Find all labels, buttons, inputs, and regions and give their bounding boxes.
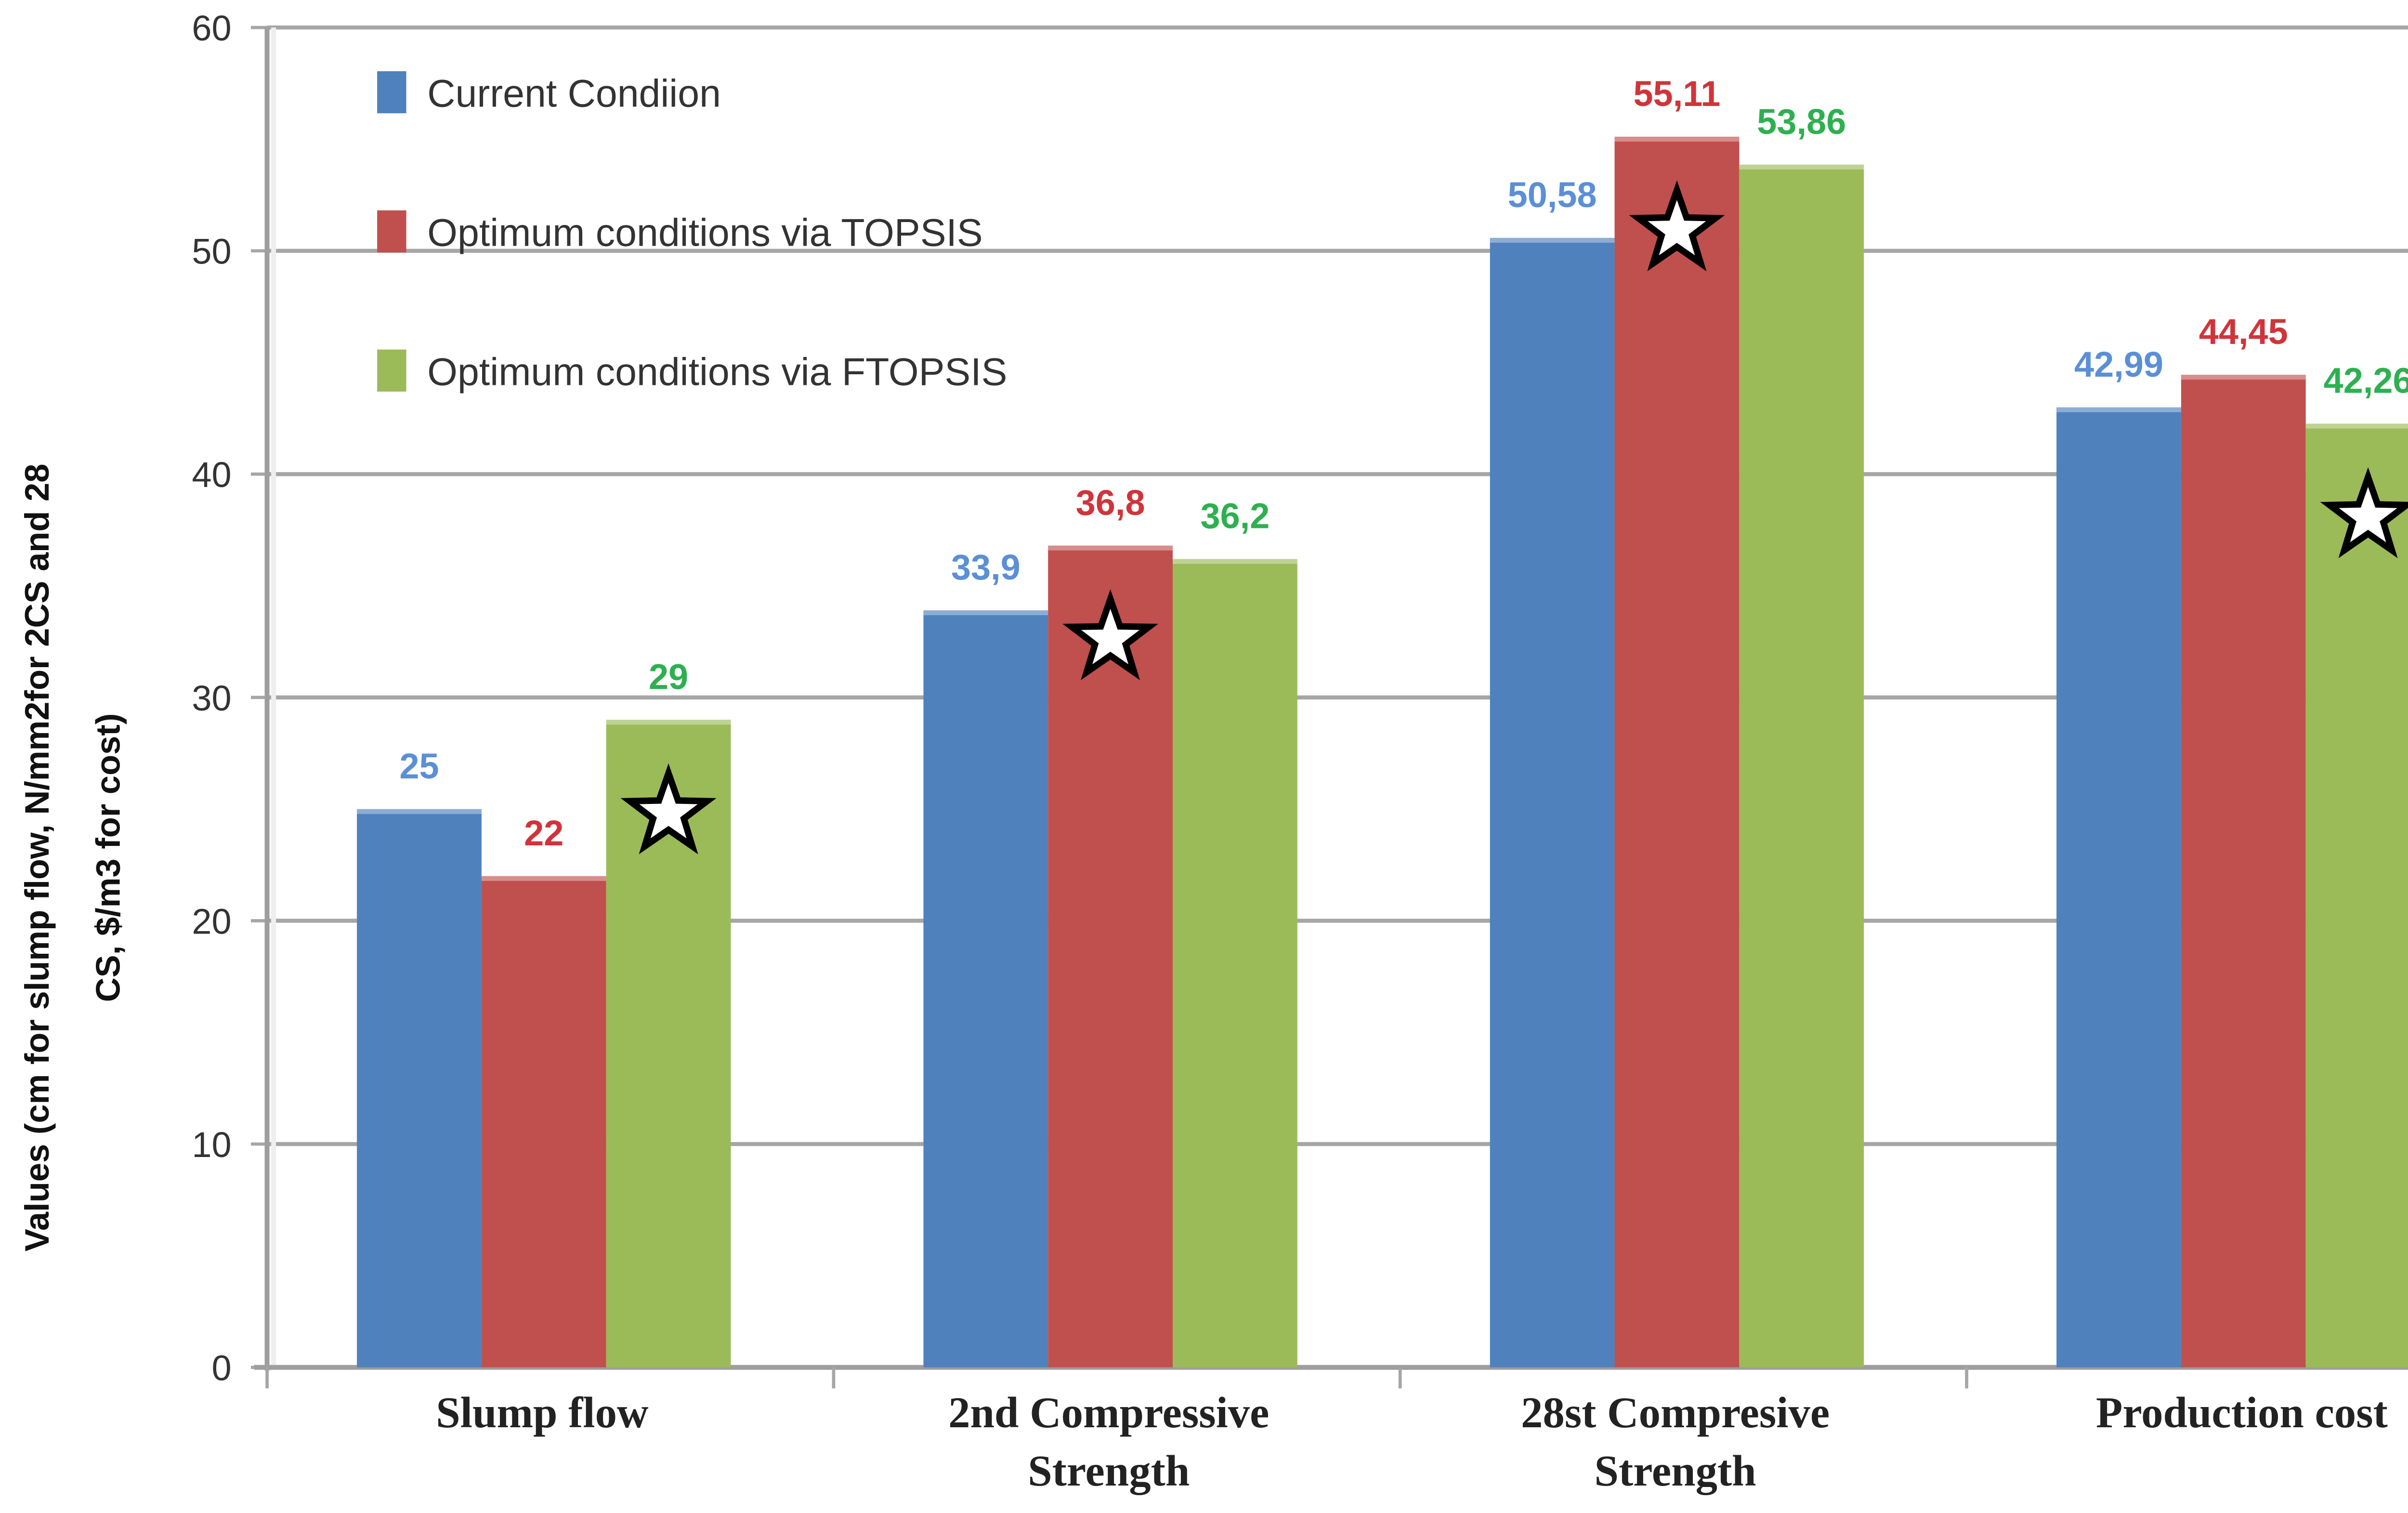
y-tick-label: 30 bbox=[192, 678, 231, 718]
data-label: 42,99 bbox=[2074, 344, 2163, 384]
bar-highlight bbox=[357, 809, 482, 814]
legend-label: Current Condiion bbox=[427, 72, 721, 116]
x-category-labels: Slump flow 2nd Compressive Strength 28st Co… bbox=[436, 1388, 2388, 1495]
bar-highlight bbox=[606, 720, 731, 725]
data-label: 25 bbox=[399, 746, 439, 786]
data-label: 33,9 bbox=[951, 547, 1021, 587]
bar bbox=[481, 876, 606, 1368]
bar-highlight bbox=[2056, 407, 2181, 412]
legend-label: Optimum conditions via TOPSIS bbox=[427, 211, 982, 255]
data-label: 36,2 bbox=[1200, 496, 1269, 536]
bar bbox=[2181, 374, 2306, 1368]
bar bbox=[357, 809, 482, 1368]
x-category-label: Strength bbox=[1595, 1447, 1756, 1495]
x-category-label: 28st Compresive bbox=[1521, 1388, 1830, 1437]
y-tick-label: 0 bbox=[211, 1348, 231, 1388]
y-tick-label: 10 bbox=[192, 1125, 231, 1165]
bar bbox=[1173, 559, 1297, 1368]
bar bbox=[1490, 237, 1615, 1368]
y-tick-label: 20 bbox=[192, 901, 231, 941]
bar-highlight bbox=[1739, 164, 1864, 170]
data-label: 36,8 bbox=[1076, 483, 1145, 523]
data-label: 29 bbox=[649, 657, 688, 697]
data-label: 42,26 bbox=[2324, 361, 2408, 401]
data-label: 44,45 bbox=[2199, 312, 2288, 352]
bar-highlight bbox=[1614, 136, 1740, 142]
y-axis-label: Values (cm for slump flow, N/mm2for 2CS … bbox=[18, 464, 127, 1252]
bar bbox=[2056, 407, 2181, 1368]
x-category-label: Strength bbox=[1028, 1447, 1190, 1495]
bar-highlight bbox=[1490, 237, 1615, 243]
bar-highlight bbox=[2305, 423, 2408, 429]
y-axis-label-line: Values (cm for slump flow, N/mm2for 2CS … bbox=[18, 464, 56, 1252]
legend-swatch bbox=[377, 210, 406, 253]
bar bbox=[923, 610, 1048, 1368]
legend-swatch bbox=[377, 71, 406, 114]
star-icon bbox=[1062, 589, 1159, 681]
star-icon bbox=[620, 763, 717, 855]
legend: Current Condiion Optimum conditions via T… bbox=[377, 71, 1007, 394]
bar-highlight bbox=[923, 610, 1048, 616]
bar-highlight bbox=[1048, 545, 1173, 551]
legend-swatch bbox=[377, 349, 406, 392]
star-icon bbox=[2320, 467, 2408, 558]
data-label: 22 bbox=[524, 813, 563, 853]
star-icon bbox=[1629, 180, 1725, 272]
bar-highlight bbox=[481, 876, 606, 881]
y-axis-label-line: CS, $/m3 for cost) bbox=[89, 713, 127, 1002]
x-category-label: Slump flow bbox=[436, 1388, 649, 1437]
y-tick-label: 60 bbox=[192, 8, 231, 48]
star-markers bbox=[620, 180, 2408, 855]
bars bbox=[357, 136, 2408, 1368]
y-tick-labels: 0 10 20 30 40 50 60 bbox=[192, 8, 231, 1388]
data-label: 50,58 bbox=[1508, 175, 1597, 215]
bar bbox=[1739, 164, 1864, 1368]
data-label: 53,86 bbox=[1757, 102, 1846, 142]
bar bbox=[2305, 423, 2408, 1368]
bar-highlight bbox=[1173, 559, 1297, 564]
x-category-label: 2nd Compressive bbox=[948, 1388, 1269, 1437]
bar bbox=[1614, 136, 1740, 1368]
x-category-label: Production cost bbox=[2096, 1388, 2388, 1437]
bar-highlight bbox=[2181, 374, 2306, 380]
legend-label: Optimum conditions via FTOPSIS bbox=[427, 351, 1007, 394]
y-tick-label: 50 bbox=[192, 232, 231, 272]
y-axis-label-group: Values (cm for slump flow, N/mm2for 2CS … bbox=[18, 464, 127, 1252]
data-label: 55,11 bbox=[1634, 74, 1721, 114]
bar bbox=[1048, 545, 1173, 1368]
data-labels: 25 33,9 50,58 42,99 22 36,8 55,11 44,45 29 36,2 53… bbox=[399, 74, 2408, 853]
y-tick-label: 40 bbox=[192, 455, 231, 495]
